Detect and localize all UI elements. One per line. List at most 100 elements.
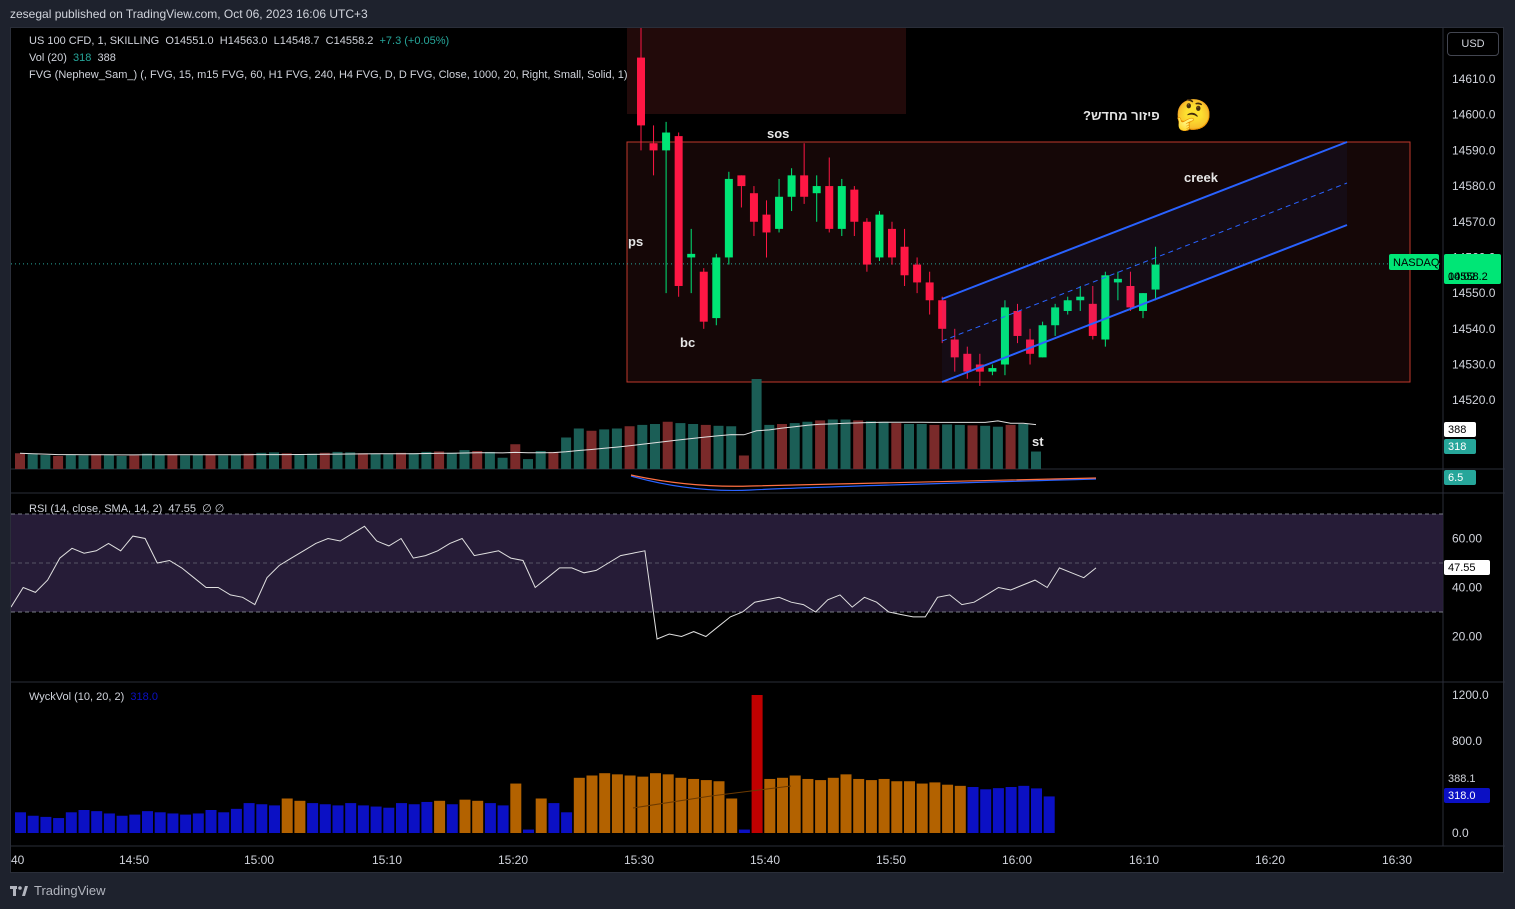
wyck-bar <box>370 806 382 833</box>
annotation-sos: sos <box>767 126 790 141</box>
volume-bar <box>27 454 38 469</box>
price-tick-label: 14550.0 <box>1452 286 1496 300</box>
volume-bar <box>942 424 953 469</box>
wyck-bar <box>345 803 357 833</box>
currency-button[interactable]: USD <box>1447 32 1499 56</box>
candle-body <box>1026 339 1035 354</box>
candle-body <box>1013 310 1022 336</box>
wyck-bar <box>992 788 1004 833</box>
candle-body <box>1076 296 1085 301</box>
volume-bar <box>561 437 572 469</box>
wyck-bar <box>243 803 255 833</box>
volume-bar <box>713 425 724 469</box>
volume-bar <box>865 421 876 469</box>
candle-body <box>837 186 846 229</box>
wyck-bar <box>624 775 636 833</box>
wyck-bar <box>408 804 420 833</box>
wyck-bar <box>802 778 814 833</box>
wyck-bar <box>561 812 573 833</box>
candle-body <box>800 175 809 197</box>
volume-sma-line <box>19 420 1037 456</box>
volume-bar <box>497 457 508 469</box>
wyck-bar <box>535 798 547 833</box>
wyck-tick-label: 800.0 <box>1452 734 1482 748</box>
volume-bar <box>726 426 737 469</box>
price-tick-label: 14610.0 <box>1452 72 1496 86</box>
volume-bar <box>675 423 686 469</box>
volume-bar <box>192 455 203 469</box>
candle-body <box>1101 275 1110 340</box>
last-price-tag-bg <box>1444 254 1501 284</box>
wyck-bar <box>65 812 77 833</box>
rsi-tick-label: 20.00 <box>1452 630 1482 644</box>
wyck-bar <box>396 803 407 833</box>
legend-open: O14551.0 <box>165 35 214 47</box>
vol-value-2: 388 <box>97 52 116 64</box>
chart-frame[interactable]: 14610.014600.014590.014580.014570.014560… <box>10 27 1505 874</box>
volume-bar <box>573 428 584 469</box>
candle-body <box>1038 325 1047 358</box>
volume-bar <box>65 454 76 469</box>
volume-bar <box>789 423 800 469</box>
volume-bar <box>269 452 279 469</box>
volume-bar <box>815 420 826 469</box>
time-tick-label: 15:30 <box>624 853 654 867</box>
wyck-bar <box>91 811 103 833</box>
wyck-bar <box>878 778 890 833</box>
wyck-bar <box>332 805 344 833</box>
oscillator-line-blue <box>630 475 1097 492</box>
volume-bar <box>103 455 114 469</box>
wyck-bar <box>383 807 395 833</box>
volume-bar <box>243 453 254 469</box>
wyck-bar <box>573 777 585 833</box>
volume-bar <box>180 455 191 469</box>
candle-body <box>875 214 884 258</box>
volume-bar <box>396 452 406 469</box>
volume-bar <box>891 423 902 469</box>
volume-bar <box>853 420 864 469</box>
candle-body <box>1113 278 1122 283</box>
volume-bar <box>332 451 343 469</box>
candle-body <box>737 175 746 187</box>
fvg-box-range <box>626 141 1411 383</box>
wyck-bar <box>789 775 801 833</box>
tradingview-logo-icon <box>10 885 28 896</box>
candle-body <box>925 282 934 301</box>
wyck-bar <box>484 803 496 833</box>
wyck-bar <box>853 778 865 833</box>
time-tick-label: 15:00 <box>244 853 274 867</box>
candle-body <box>963 353 972 372</box>
wyck-bar <box>891 781 903 833</box>
price-tick-label: 14570.0 <box>1452 215 1496 229</box>
volume-bar <box>611 428 622 469</box>
volume-bar <box>129 455 140 469</box>
volume-bar <box>256 452 267 469</box>
rsi-tick-label: 40.00 <box>1452 581 1482 595</box>
wyck-bar <box>167 813 179 833</box>
volume-bar <box>319 452 330 469</box>
volume-bar <box>967 425 978 469</box>
candle-body <box>649 143 658 151</box>
volume-bar <box>535 451 546 469</box>
volume-bar <box>370 453 381 469</box>
volume-bar <box>929 424 940 469</box>
annotation-st: st <box>1032 434 1044 449</box>
volume-bar <box>764 424 775 469</box>
thinking-emoji-icon: 🤔 <box>1175 99 1213 132</box>
candle-body <box>1139 293 1147 311</box>
candle-body <box>787 175 796 197</box>
candle-body <box>900 246 909 276</box>
chart-canvas[interactable]: 14610.014600.014590.014580.014570.014560… <box>11 28 1505 874</box>
wyck-value: 318.0 <box>130 691 158 703</box>
volume-bar <box>624 426 635 469</box>
time-tick-label: 40 <box>11 853 25 867</box>
wyck-bar <box>1005 787 1017 833</box>
candle-body <box>687 253 696 258</box>
rsi-extra: ∅ ∅ <box>202 503 225 515</box>
volume-bar <box>700 424 711 469</box>
candle-body <box>850 189 859 222</box>
channel-mid-line <box>941 182 1348 342</box>
legend-close: C14558.2 <box>325 35 374 47</box>
footer-brand[interactable]: TradingView <box>10 883 106 898</box>
price-tick-label: 14590.0 <box>1452 143 1496 157</box>
